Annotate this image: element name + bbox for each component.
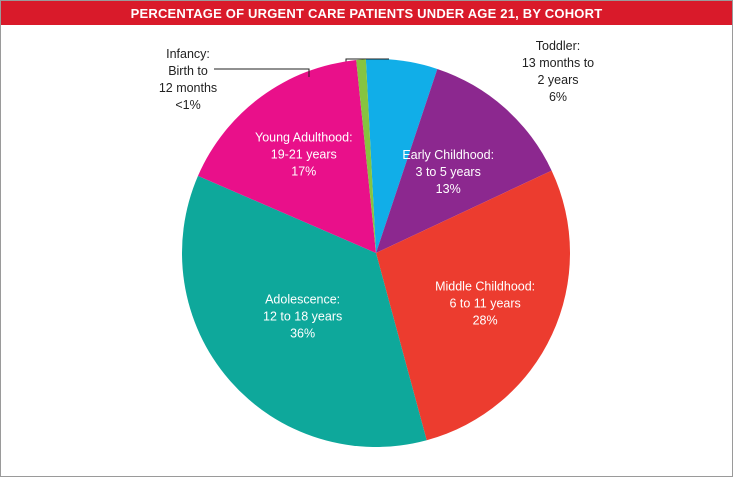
slice-percent: <1% — [175, 98, 200, 112]
slice-percent: 17% — [291, 164, 316, 178]
slice-label-3: Middle Childhood: 6 to 11 years 28% — [435, 280, 535, 328]
slice-label-5: Young Adulthood: 19-21 years 17% — [255, 130, 353, 178]
pie-slice-1 — [365, 59, 438, 253]
slice-range: 19-21 years — [271, 147, 337, 161]
slice-label-6: Infancy: Birth to 12 months <1% — [159, 47, 217, 112]
slice-name: Toddler: — [536, 39, 580, 53]
slice-range: 12 months — [159, 81, 217, 95]
chart-title: PERCENTAGE OF URGENT CARE PATIENTS UNDER… — [1, 1, 732, 25]
pie-slice-6 — [356, 59, 376, 253]
pie-slice-3 — [376, 170, 570, 441]
slice-label-4: Adolescence: 12 to 18 years 36% — [263, 292, 342, 340]
pie-slice-4 — [182, 175, 427, 447]
slice-name: Adolescence: — [265, 292, 340, 306]
slice-percent: 13% — [436, 182, 461, 196]
slice-name: Middle Childhood: — [435, 280, 535, 294]
slice-percent: 28% — [473, 314, 498, 328]
pie-chart: Toddler: 13 months to 2 years 6% Early Child… — [159, 39, 594, 447]
slice-range: 12 to 18 years — [263, 309, 342, 323]
slice-percent: 6% — [549, 90, 567, 104]
slice-label-2: Early Childhood: 3 to 5 years 13% — [402, 148, 494, 196]
slice-name: Young Adulthood: — [255, 130, 353, 144]
slice-range: Birth to — [168, 64, 208, 78]
slice-label-1: Toddler: 13 months to 2 years 6% — [522, 39, 594, 104]
pie-slice-2 — [376, 68, 552, 253]
slice-range: 2 years — [538, 73, 579, 87]
leader-line-6 — [214, 68, 310, 77]
slice-range: 6 to 11 years — [449, 297, 520, 311]
slice-range: 3 to 5 years — [416, 165, 481, 179]
slice-percent: 36% — [290, 326, 315, 340]
slice-name: Early Childhood: — [402, 148, 494, 162]
pie-slice-5 — [197, 60, 376, 254]
slice-range: 13 months to — [522, 56, 594, 70]
slice-name: Infancy: — [166, 47, 210, 61]
